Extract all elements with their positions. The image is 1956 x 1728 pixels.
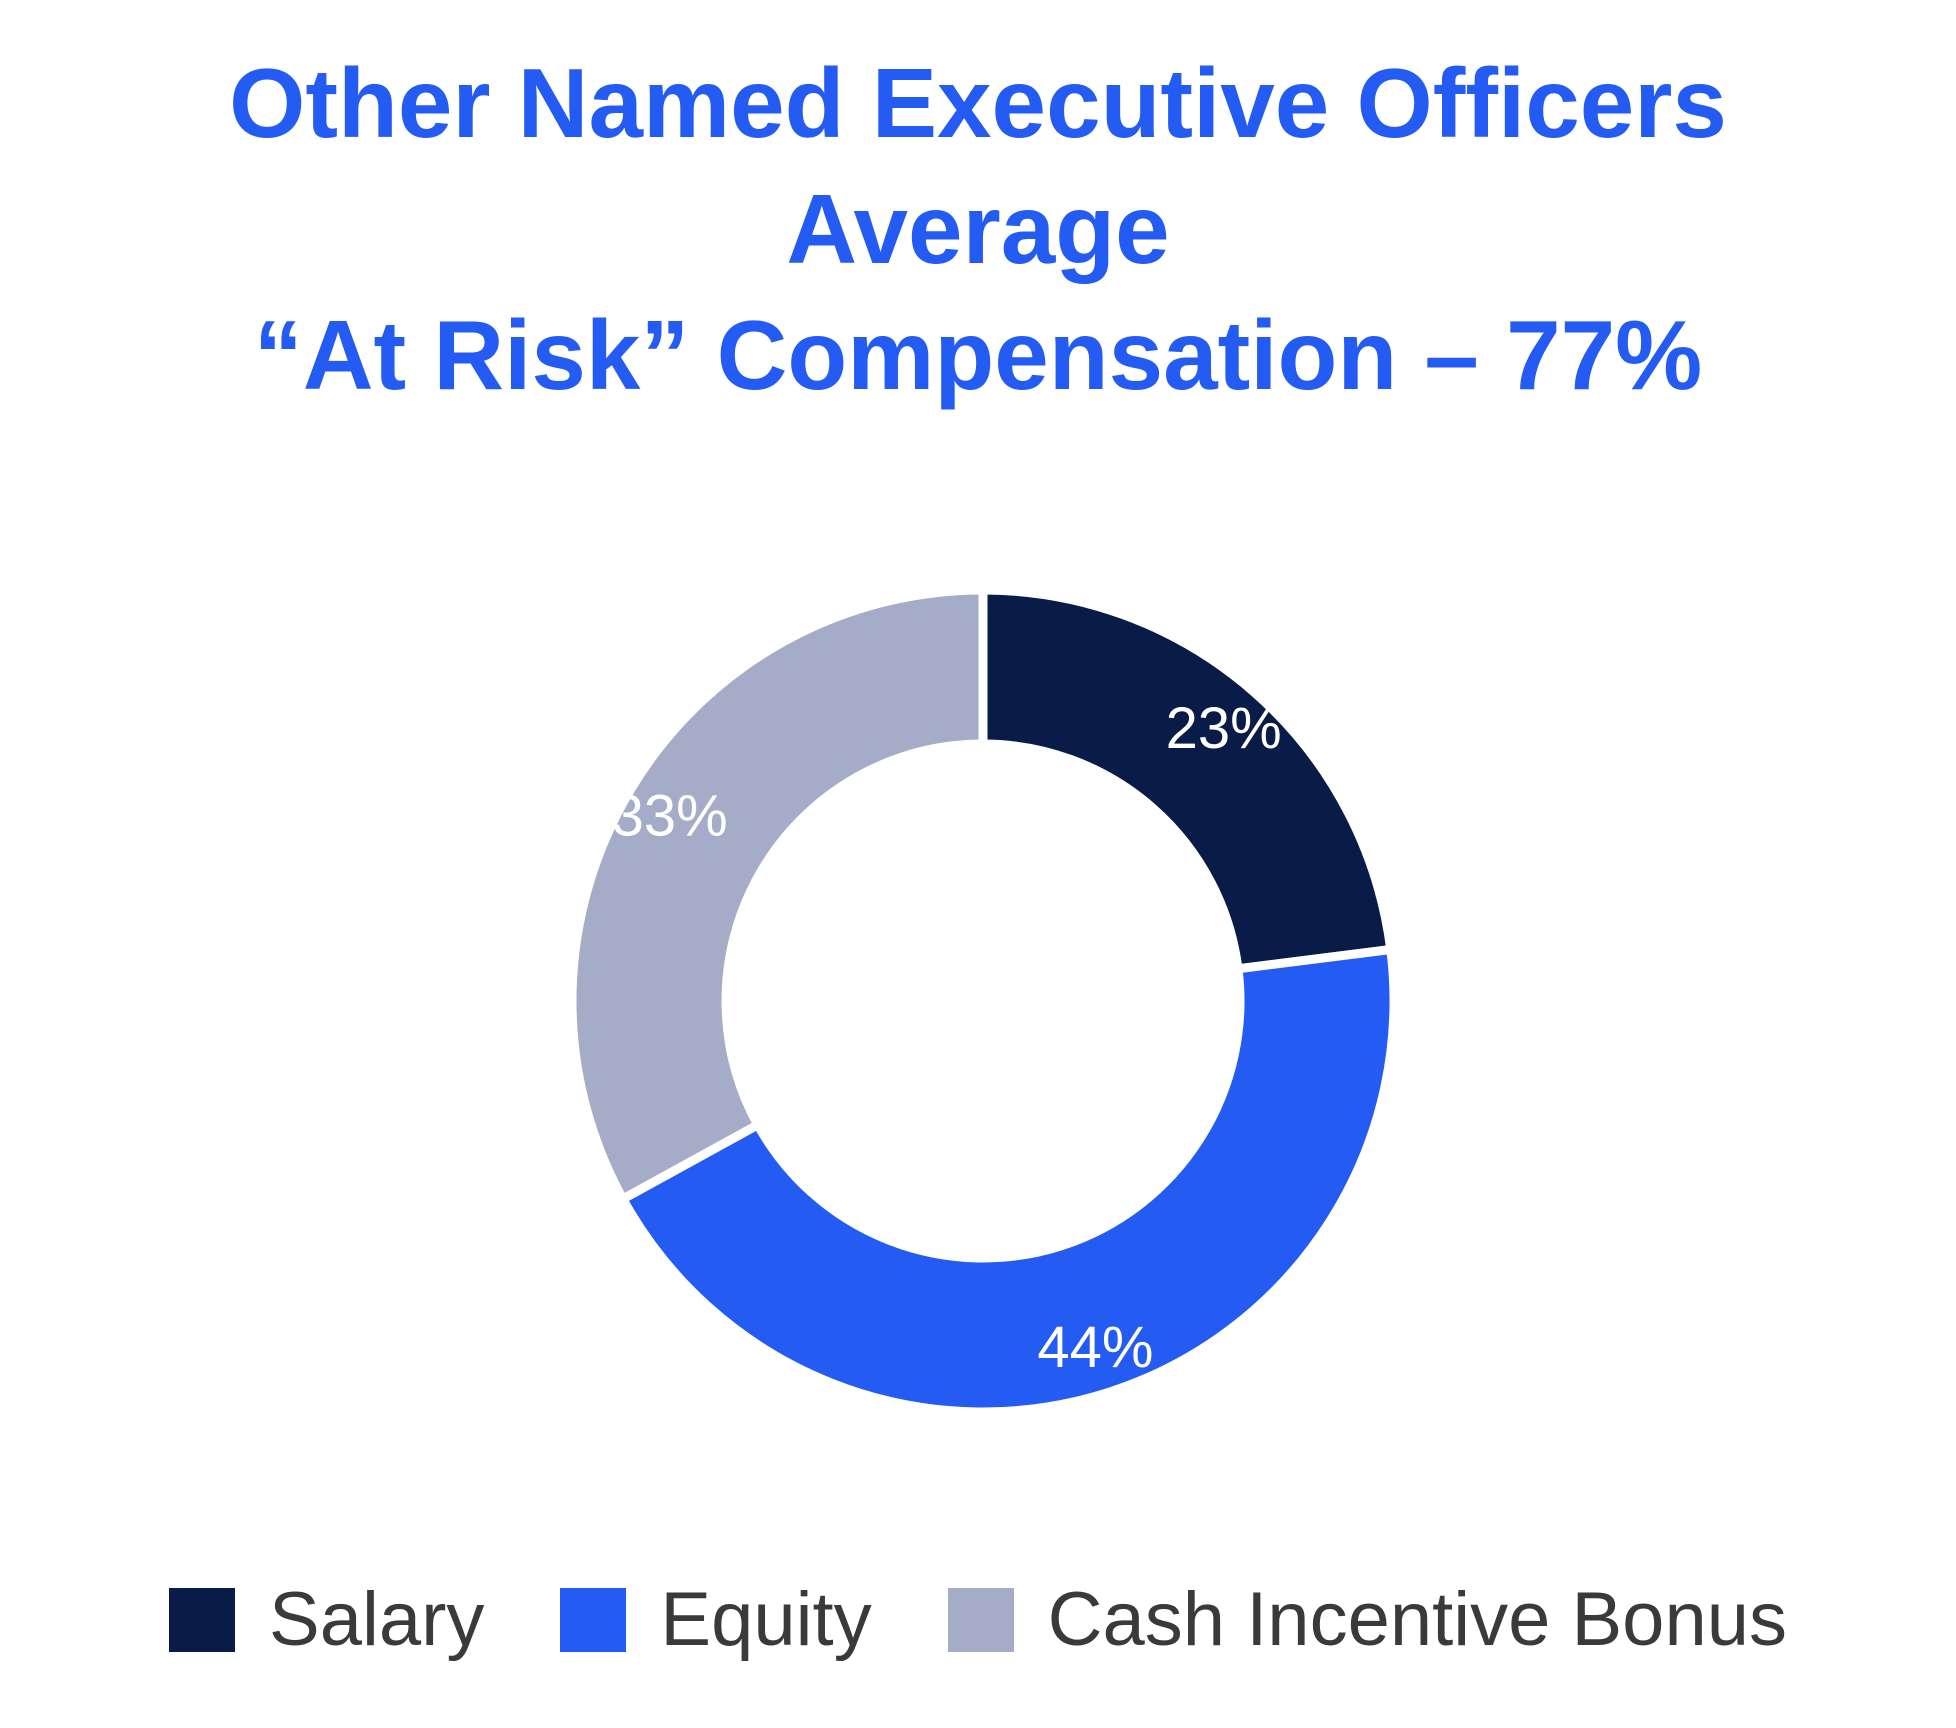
legend-label-cash-incentive-bonus: Cash Incentive Bonus: [1047, 1577, 1787, 1662]
data-label-salary: 23%: [1166, 696, 1282, 761]
title-line-1: Other Named Executive Officers: [229, 48, 1727, 158]
legend-swatch-salary: [169, 1587, 235, 1652]
title-line-3: “At Risk” Compensation – 77%: [253, 300, 1703, 410]
legend-swatch-cash-incentive-bonus: [947, 1587, 1014, 1652]
data-label-equity: 44%: [1037, 1315, 1153, 1380]
legend-swatch-equity: [560, 1587, 627, 1652]
legend: Salary Equity Cash Incentive Bonus: [0, 1576, 1956, 1663]
legend-item-salary: Salary: [169, 1576, 484, 1663]
slice-equity: [616, 944, 1399, 1417]
legend-label-salary: Salary: [269, 1577, 485, 1662]
title-line-2: Average: [786, 174, 1170, 284]
chart-title: Other Named Executive Officers Average “…: [0, 40, 1956, 418]
legend-label-equity: Equity: [660, 1577, 872, 1662]
legend-item-equity: Equity: [560, 1576, 872, 1663]
data-label-cash-incentive-bonus: 33%: [612, 784, 728, 849]
slice-cash-incentive-bonus: [567, 585, 988, 1206]
legend-item-cash-incentive-bonus: Cash Incentive Bonus: [947, 1576, 1787, 1663]
slice-salary: [978, 585, 1396, 974]
